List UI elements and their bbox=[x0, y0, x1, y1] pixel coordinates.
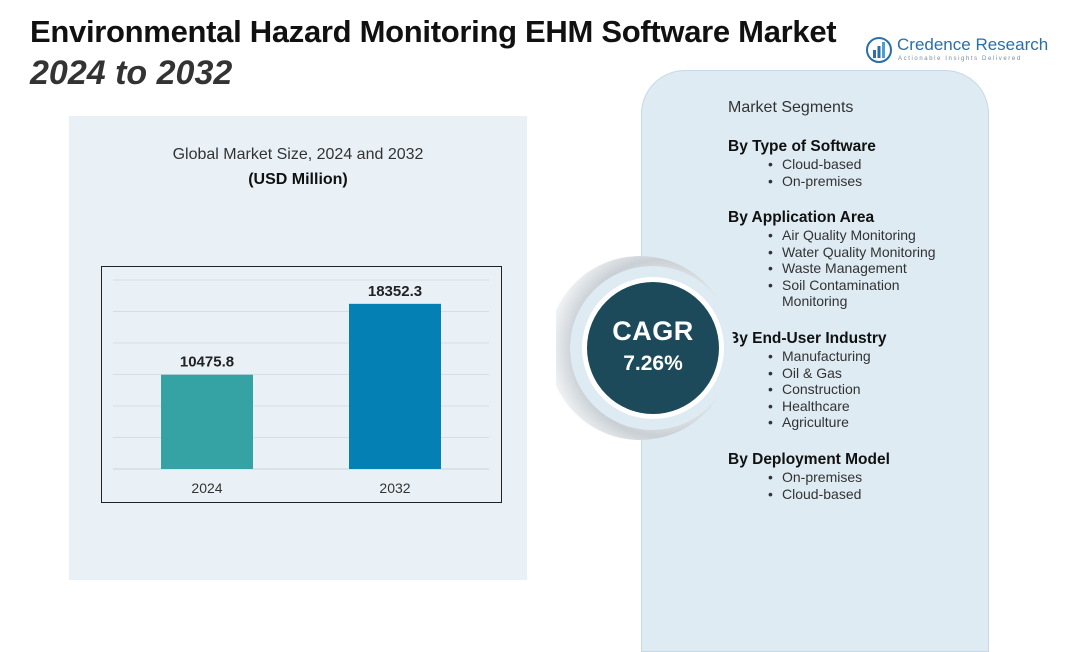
chart-value-labels: 10475.8 18352.3 bbox=[180, 283, 422, 371]
logo-name-part2: Research bbox=[970, 35, 1049, 54]
segment-item: Oil & Gas bbox=[728, 365, 886, 382]
segment-heading: By Type of Software bbox=[728, 138, 876, 155]
cagr-circle bbox=[548, 256, 734, 440]
market-segments-panel: Market Segments By Type of Software Clou… bbox=[641, 70, 989, 652]
logo-tagline: Actionable Insights Delivered bbox=[898, 56, 1022, 62]
cagr-badge: CAGR 7.26% bbox=[548, 250, 756, 450]
logo-name-part1: Credence bbox=[897, 35, 971, 54]
logo-name: Credence Research bbox=[897, 35, 1048, 55]
segment-heading: By Deployment Model bbox=[728, 451, 890, 468]
chart-x-tick-labels: 2024 2032 bbox=[191, 480, 410, 496]
segment-item: Cloud-based bbox=[728, 486, 890, 503]
chart-x-tick-label: 2032 bbox=[379, 480, 410, 496]
segment-item: Waste Management bbox=[728, 260, 936, 277]
credence-research-logo: Credence Research Actionable Insights De… bbox=[866, 34, 1048, 68]
segment-item: Healthcare bbox=[728, 398, 886, 415]
chart-bars bbox=[161, 303, 441, 469]
segment-item: On-premises bbox=[728, 469, 890, 486]
segment-group-deployment-model: By Deployment Model On-premises Cloud-ba… bbox=[728, 451, 890, 502]
segment-item: On-premises bbox=[728, 173, 876, 190]
cagr-label: CAGR bbox=[612, 316, 694, 346]
cagr-value: 7.26% bbox=[623, 352, 683, 375]
segment-heading: By End-User Industry bbox=[728, 330, 887, 347]
chart-bar-2024 bbox=[161, 374, 253, 469]
segment-group-end-user-industry: By End-User Industry Manufacturing Oil &… bbox=[728, 330, 886, 431]
market-size-panel: Global Market Size, 2024 and 2032 (USD M… bbox=[69, 116, 527, 580]
bar-chart: 10475.8 18352.3 2024 2032 bbox=[101, 266, 502, 503]
segment-item: Soil Contamination Monitoring bbox=[728, 277, 902, 310]
segment-group-application-area: By Application Area Air Quality Monitori… bbox=[728, 209, 936, 310]
segment-heading: By Application Area bbox=[728, 209, 875, 226]
segment-group-type-of-software: By Type of Software Cloud-based On-premi… bbox=[728, 138, 876, 189]
chart-title: Global Market Size, 2024 and 2032 bbox=[172, 146, 424, 163]
cagr-dark-disc bbox=[587, 282, 719, 414]
segment-item: Water Quality Monitoring bbox=[728, 244, 936, 261]
segment-item: Cloud-based bbox=[728, 156, 876, 173]
segment-item: Air Quality Monitoring bbox=[728, 227, 936, 244]
chart-x-tick-label: 2024 bbox=[191, 480, 222, 496]
chart-value-label: 10475.8 bbox=[180, 354, 234, 371]
segment-item: Agriculture bbox=[728, 414, 886, 431]
segment-item: Manufacturing bbox=[728, 348, 886, 365]
segment-item: Construction bbox=[728, 381, 886, 398]
logo-bars-icon bbox=[866, 37, 892, 63]
page-subtitle: 2024 to 2032 bbox=[30, 54, 233, 92]
chart-value-label: 18352.3 bbox=[368, 283, 422, 300]
page-title: Environmental Hazard Monitoring EHM Soft… bbox=[30, 14, 837, 49]
segments-title: Market Segments bbox=[728, 99, 854, 116]
chart-bar-2032 bbox=[349, 303, 441, 469]
chart-unit-label: (USD Million) bbox=[248, 171, 348, 188]
